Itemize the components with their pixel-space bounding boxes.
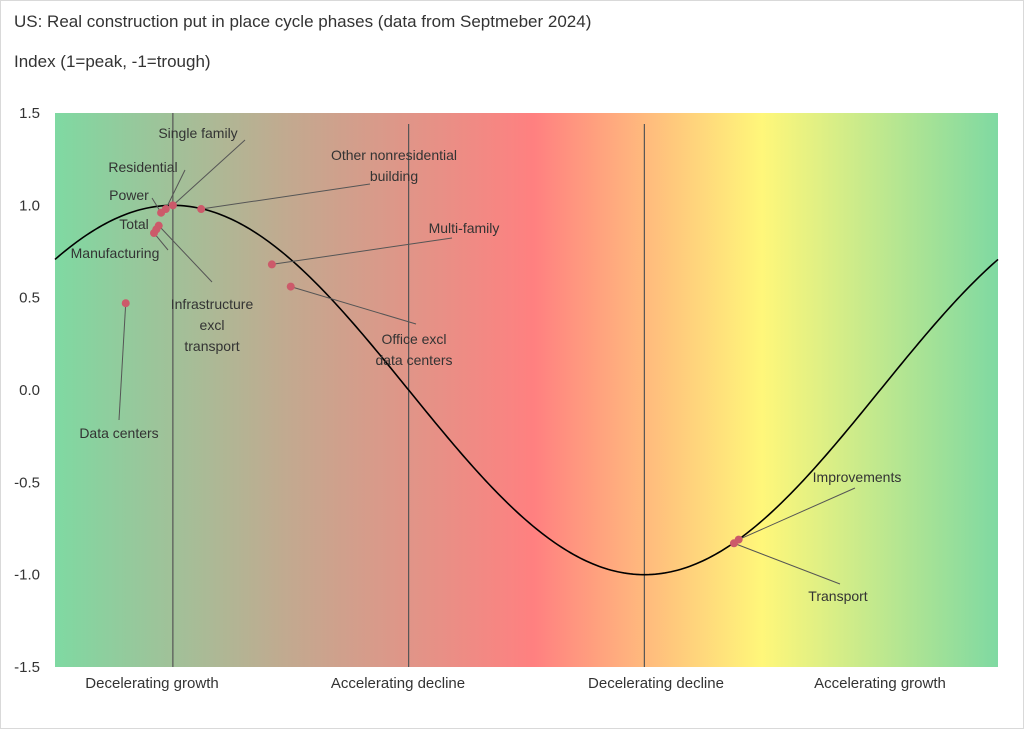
point-label: Manufacturing xyxy=(71,245,160,261)
y-tick-label: 0.5 xyxy=(19,290,40,307)
data-point xyxy=(197,205,206,214)
phase-label: Accelerating decline xyxy=(331,675,465,692)
label-leader-line xyxy=(201,183,371,210)
point-label: Data centers xyxy=(79,425,158,441)
point-label: Other nonresidential building xyxy=(331,147,457,184)
point-label: Multi-family xyxy=(429,220,500,236)
point-label: Office excl data centers xyxy=(375,331,452,368)
data-point xyxy=(154,221,163,230)
point-label: Residential xyxy=(108,159,177,175)
y-tick-label: -1.0 xyxy=(14,567,40,584)
point-label: Improvements xyxy=(813,469,902,485)
label-leader-line xyxy=(733,542,841,585)
point-label: Single family xyxy=(158,125,237,141)
y-tick-label: 1.5 xyxy=(19,105,40,122)
phase-label: Accelerating growth xyxy=(814,675,946,692)
point-label: Infrastructure excl transport xyxy=(171,296,254,354)
y-tick-label: -1.5 xyxy=(14,659,40,676)
y-tick-label: 1.0 xyxy=(19,197,40,214)
label-leader-line xyxy=(118,303,127,421)
label-leader-line xyxy=(158,225,213,283)
y-tick-label: 0.0 xyxy=(19,382,40,399)
cycle-curve xyxy=(54,204,999,576)
data-point xyxy=(734,535,743,544)
data-point xyxy=(267,260,276,269)
label-leader-line xyxy=(165,169,186,210)
chart-title: US: Real construction put in place cycle… xyxy=(14,12,592,31)
data-point xyxy=(168,201,177,210)
chart-subtitle: Index (1=peak, -1=trough) xyxy=(14,52,211,71)
label-leader-line xyxy=(271,237,453,265)
point-label: Transport xyxy=(808,588,868,604)
phase-label: Decelerating decline xyxy=(588,675,724,692)
label-leader-line xyxy=(738,487,856,541)
phase-label: Decelerating growth xyxy=(85,675,218,692)
label-leader-line xyxy=(290,286,417,325)
data-point xyxy=(286,282,295,291)
point-label: Power xyxy=(109,187,149,203)
label-leader-line xyxy=(172,139,246,206)
data-point xyxy=(121,299,130,308)
plot-background xyxy=(55,113,998,667)
point-label: Total xyxy=(119,216,149,232)
data-point xyxy=(161,205,170,214)
y-tick-label: -0.5 xyxy=(14,474,40,491)
